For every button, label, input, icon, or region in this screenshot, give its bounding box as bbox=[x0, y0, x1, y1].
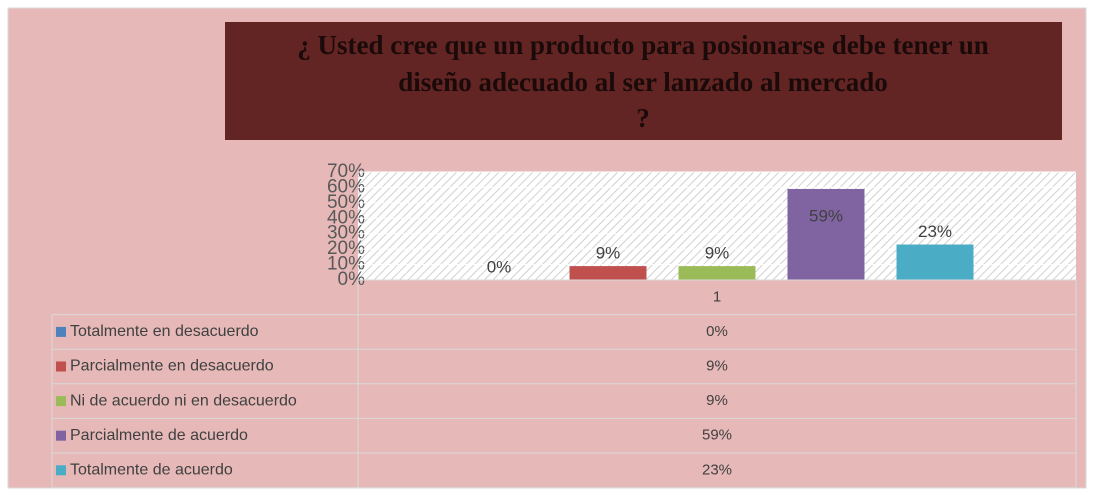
legend-key bbox=[56, 396, 66, 407]
table-cell: 59% bbox=[702, 427, 732, 444]
y-tick-label: 70% bbox=[327, 161, 365, 182]
table-cell: 23% bbox=[702, 461, 732, 478]
legend-key bbox=[56, 326, 66, 337]
y-tick-label: 10% bbox=[327, 254, 365, 275]
y-tick-label: 20% bbox=[327, 238, 365, 259]
y-tick-label: 50% bbox=[327, 192, 365, 213]
legend-label: Totalmente de acuerdo bbox=[70, 462, 233, 479]
bar bbox=[569, 266, 647, 280]
data-label: 9% bbox=[596, 244, 621, 263]
y-tick-label: 40% bbox=[327, 207, 365, 228]
table-cell: 9% bbox=[706, 357, 728, 374]
legend-label: Parcialmente en desacuerdo bbox=[70, 358, 274, 375]
chart-title: diseño adecuado al ser lanzado al mercad… bbox=[398, 67, 888, 97]
chart-title: ? bbox=[636, 103, 650, 133]
bar bbox=[896, 244, 974, 280]
legend-key bbox=[56, 465, 66, 476]
bar bbox=[678, 266, 756, 280]
data-label: 9% bbox=[705, 244, 730, 263]
y-tick-label: 60% bbox=[327, 176, 365, 197]
table-cell: 0% bbox=[706, 323, 728, 340]
data-label: 0% bbox=[487, 257, 512, 276]
legend-label: Parcialmente de acuerdo bbox=[70, 427, 248, 444]
table-header: 1 bbox=[713, 288, 721, 305]
legend-label: Ni de acuerdo ni en desacuerdo bbox=[70, 392, 297, 409]
bar bbox=[787, 188, 865, 280]
data-label: 59% bbox=[809, 206, 843, 225]
chart-title: ¿ Usted cree que un producto para posion… bbox=[297, 30, 989, 60]
data-label: 23% bbox=[918, 222, 952, 241]
legend-key bbox=[56, 430, 66, 441]
legend-key bbox=[56, 361, 66, 372]
table-cell: 9% bbox=[706, 392, 728, 409]
title-box bbox=[225, 22, 1062, 140]
legend-label: Totalmente en desacuerdo bbox=[70, 323, 259, 340]
y-tick-label: 30% bbox=[327, 223, 365, 244]
